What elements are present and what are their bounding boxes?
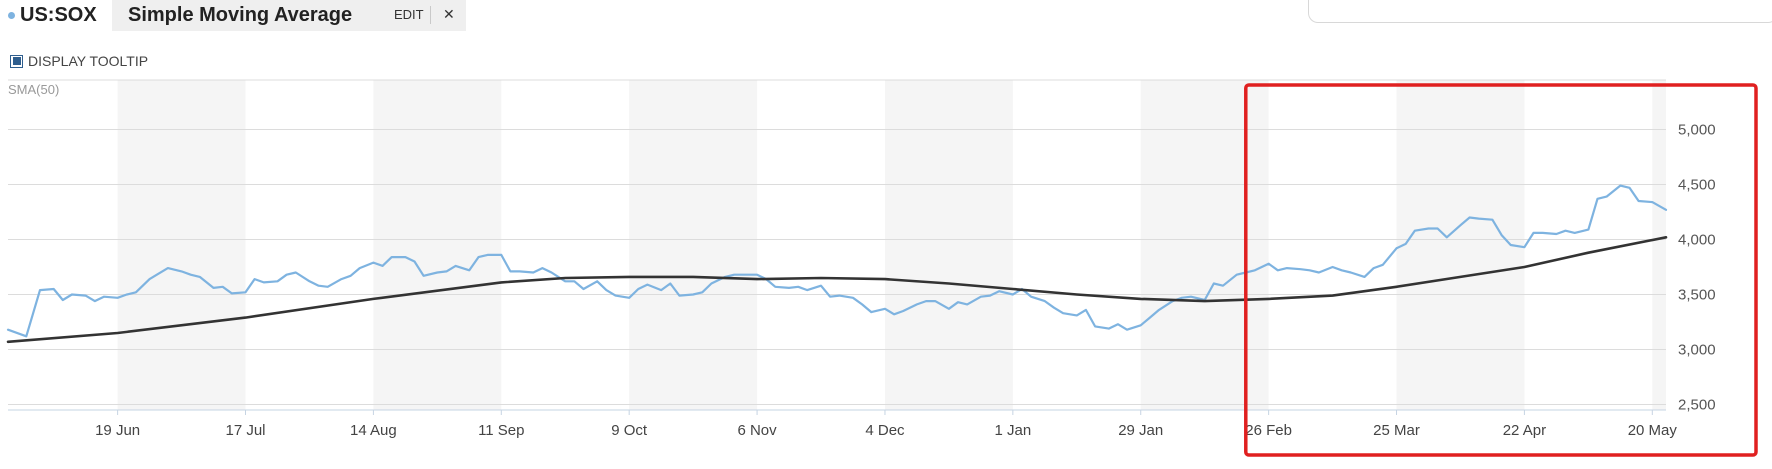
x-tick-label: 19 Jun [95,422,140,439]
x-tick-label: 11 Sep [478,422,524,439]
period-band [1396,80,1525,410]
x-tick-label: 6 Nov [737,422,777,439]
y-tick-label: 2,500 [1678,397,1716,414]
x-tick-label: 29 Jan [1118,422,1163,439]
period-band [884,80,1013,410]
x-tick-label: 20 May [1628,422,1678,439]
y-tick-label: 4,500 [1678,177,1716,194]
sma-line [6,236,1668,344]
button-divider [430,6,431,24]
edit-study-button[interactable]: EDIT [394,7,424,22]
display-tooltip-label: DISPLAY TOOLTIP [28,53,149,69]
period-band [629,80,758,410]
study-name: Simple Moving Average [128,4,353,26]
indicator-label: SMA(50) [8,82,59,97]
period-band [1652,80,1666,410]
y-tick-label: 3,500 [1678,287,1716,304]
symbol-label: US:SOX [20,3,97,26]
x-tick-label: 9 Oct [611,422,648,439]
symbol-tab[interactable]: US:SOX [0,0,105,30]
x-tick-label: 14 Aug [350,422,397,439]
price-line [6,184,1668,338]
close-study-button[interactable]: ✕ [443,6,455,22]
x-tick-label: 1 Jan [994,422,1031,439]
period-band [117,80,246,410]
x-tick-label: 17 Jul [225,422,265,439]
y-tick-label: 3,000 [1678,342,1716,359]
display-tooltip-toggle[interactable]: DISPLAY TOOLTIP [10,53,148,69]
checkbox-checked-mark [12,57,21,65]
y-tick-label: 4,000 [1678,232,1716,249]
x-tick-label: 25 Mar [1373,422,1420,439]
x-tick-label: 26 Feb [1245,422,1292,439]
highlight-box [1244,83,1758,457]
x-tick-label: 22 Apr [1503,422,1546,439]
study-tab: Simple Moving Average EDIT ✕ [112,0,466,31]
period-band [373,80,502,410]
y-tick-label: 5,000 [1678,122,1716,139]
series-color-dot [8,11,15,19]
x-tick-label: 4 Dec [865,422,905,439]
popup-panel-edge [1308,0,1772,23]
display-tooltip-checkbox[interactable] [10,54,23,68]
